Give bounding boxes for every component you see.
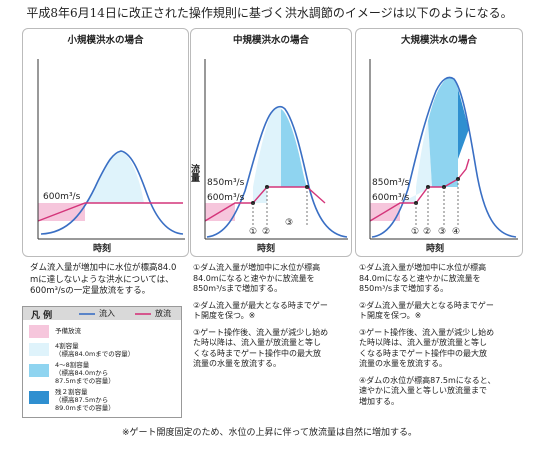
medium-flow-label-high: 850m³/s	[207, 178, 245, 188]
large-flow-label-high: 850m³/s	[372, 178, 410, 188]
legend-title: 凡 例	[31, 311, 53, 321]
medium-marker-2: ②	[262, 227, 270, 237]
medium-flood-panel: 中規模洪水の場合 流量 850m³/s 600m³/s ① ② ③ 時刻	[190, 28, 352, 257]
large-marker-3: ③	[438, 227, 446, 237]
small-outflow-line	[37, 202, 183, 222]
legend-inflow: 流入	[99, 309, 115, 318]
large-outflow-line	[369, 158, 470, 222]
legend-item-2: 4割容量 （標高84.0mまでの容量）	[55, 342, 135, 358]
small-flood-hydrograph: 600m³/s 時刻	[37, 59, 185, 254]
medium-flow-label-low: 600m³/s	[207, 193, 245, 203]
legend-swatch-mid	[29, 364, 49, 377]
medium-y-label: 流量	[191, 163, 200, 183]
large-marker-2: ②	[423, 227, 431, 237]
large-inflow-line	[371, 76, 517, 238]
legend-outflow: 放流	[155, 309, 171, 318]
large-flow-label-low: 600m³/s	[372, 193, 410, 203]
small-description: ダム流入量が増加中に水位が標高84.0 mに達しないような洪水については、 60…	[30, 263, 177, 296]
legend-item-1: 予備放流	[55, 327, 81, 335]
medium-outflow-line	[204, 186, 326, 222]
large-mid-area	[428, 79, 446, 187]
footnote: ※ゲート開度固定のため、水位の上昇に伴って放流量は自然に増加する。	[121, 428, 418, 438]
large-light-area	[400, 121, 432, 203]
legend-item-3: 4〜8割容量 （標高84.0mから 87.5mまでの容量）	[55, 361, 115, 385]
medium-x-label: 時刻	[257, 242, 275, 254]
large-marker-1: ①	[411, 227, 419, 237]
legend-swatch-pink	[29, 325, 49, 338]
medium-flood-hydrograph: 流量 850m³/s 600m³/s ① ② ③ 時刻	[191, 59, 348, 254]
medium-inflow-line	[206, 105, 348, 238]
medium-mid-area	[281, 109, 307, 187]
page-title: 平成8年6月14日に改正された操作規則に基づく洪水調節のイメージは以下のようにな…	[26, 6, 513, 20]
medium-description: ①ダム流入量が増加中に水位が標高 84.0mになると速やかに放流量を 850m³…	[193, 263, 329, 368]
small-flood-panel: 小規模洪水の場合 600m³/s 時刻	[22, 28, 189, 257]
small-x-label: 時刻	[93, 242, 111, 254]
large-x-label: 時刻	[426, 242, 444, 254]
large-dark-area	[458, 89, 469, 159]
large-marker-4: ④	[452, 227, 460, 237]
large-flood-panel: 大規模洪水の場合 850m³/s 600m³/s ① ② ③ ④ 時刻	[355, 28, 523, 257]
small-inflow-line	[40, 150, 184, 235]
medium-marker-1: ①	[249, 227, 257, 237]
large-mid-area-2	[446, 77, 458, 187]
medium-marker-3: ③	[285, 218, 293, 228]
legend: 凡 例 流入 放流 予備放流 4割容量 （標高84.0mまでの容量） 4〜8割容量…	[22, 306, 182, 418]
small-flood-title: 小規模洪水の場合	[67, 35, 144, 46]
medium-flood-title: 中規模洪水の場合	[232, 35, 309, 46]
legend-header: 凡 例 流入 放流	[23, 307, 181, 321]
medium-light-area	[235, 107, 281, 203]
legend-item-4: 残２割容量 （標高87.5mから 89.0mまでの容量）	[55, 388, 115, 412]
legend-swatch-light	[29, 343, 49, 356]
large-description: ①ダム流入量が増加中に水位が標高 84.0mになると速やかに放流量を 850m³…	[359, 263, 496, 406]
legend-swatch-dark	[29, 391, 49, 404]
small-light-area	[85, 151, 144, 203]
small-flow-label: 600m³/s	[43, 192, 81, 202]
large-flood-title: 大規模洪水の場合	[400, 35, 477, 46]
large-flood-hydrograph: 850m³/s 600m³/s ① ② ③ ④ 時刻	[369, 59, 518, 254]
